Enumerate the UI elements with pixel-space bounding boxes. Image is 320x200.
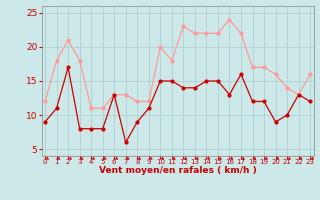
X-axis label: Vent moyen/en rafales ( km/h ): Vent moyen/en rafales ( km/h ) bbox=[99, 166, 256, 175]
